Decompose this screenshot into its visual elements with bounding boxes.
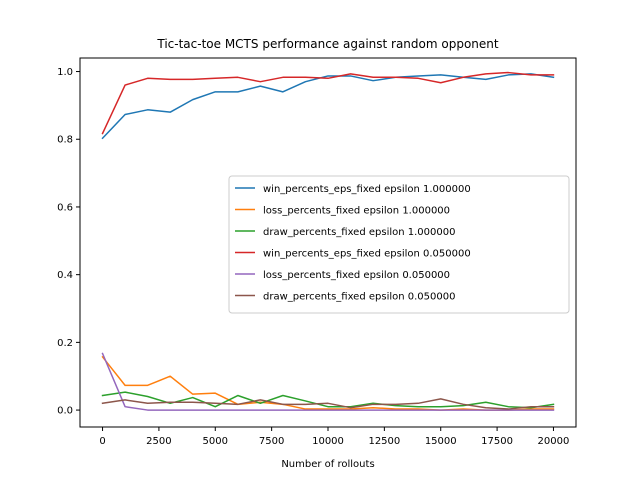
- x-tick-label: 10000: [312, 436, 344, 447]
- tick-layer: 0 2500 5000 7500 10000 12500 15000 17500 20000 0.…: [57, 67, 569, 447]
- y-tick-label: 1.0: [57, 67, 73, 78]
- x-tick-label: 17500: [481, 436, 513, 447]
- chart-title: Tic-tac-toe MCTS performance against ran…: [156, 37, 499, 51]
- series-line-1: [101, 73, 555, 140]
- y-tick-label: 0.2: [57, 338, 73, 349]
- y-tick-label: 0.0: [57, 406, 73, 417]
- legend-label: loss_percents_fixed epsilon 1.000000: [263, 206, 450, 217]
- legend-label: draw_percents_fixed epsilon 0.050000: [263, 292, 455, 303]
- x-axis-title: Number of rollouts: [281, 459, 374, 470]
- series-line-5: [101, 352, 555, 411]
- legend-label: win_percents_eps_fixed epsilon 1.000000: [263, 184, 471, 195]
- x-tick-label: 12500: [368, 436, 400, 447]
- series-line-4: [101, 71, 555, 135]
- y-tick-label: 0.8: [57, 135, 73, 146]
- legend-label: win_percents_eps_fixed epsilon 0.050000: [263, 249, 471, 260]
- x-tick-label: 7500: [259, 436, 284, 447]
- x-tick-label: 2500: [146, 436, 171, 447]
- x-tick-label: 0: [99, 436, 105, 447]
- legend: win_percents_eps_fixed epsilon 1.000000 l…: [228, 175, 570, 314]
- x-tick-label: 5000: [203, 436, 228, 447]
- series-line-3: [101, 391, 555, 409]
- series-line-6: [101, 398, 555, 410]
- x-tick-label: 20000: [538, 436, 570, 447]
- y-tick-label: 0.6: [57, 202, 73, 213]
- legend-label: loss_percents_fixed epsilon 0.050000: [263, 270, 450, 281]
- x-tick-label: 15000: [425, 436, 457, 447]
- legend-box: [228, 175, 570, 314]
- y-tick-label: 0.4: [57, 270, 73, 281]
- legend-label: draw_percents_fixed epsilon 1.000000: [263, 227, 455, 238]
- series-lines: [101, 71, 555, 411]
